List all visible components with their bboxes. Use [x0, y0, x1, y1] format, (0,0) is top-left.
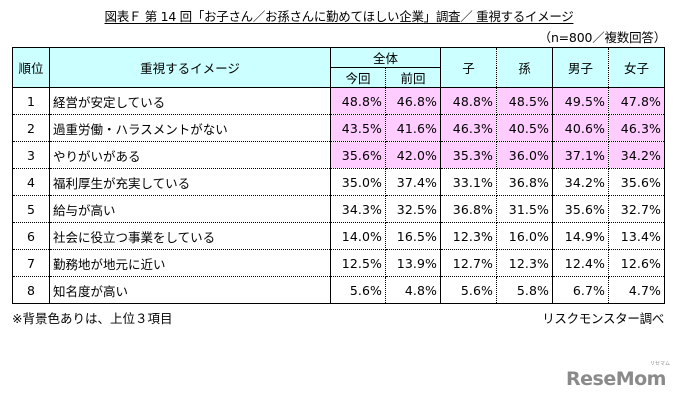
table-row: 4 福利厚生が充実している 35.0% 37.4% 33.1% 36.8% 34.2% 35.…: [12, 168, 665, 196]
rank-cell: 6: [12, 222, 50, 250]
value-grandchild: 12.3%: [496, 249, 553, 277]
rank-cell: 1: [12, 87, 50, 115]
value-male: 35.6%: [552, 195, 609, 223]
table-row: 2 過重労働・ハラスメントがない 43.5% 41.6% 46.3% 40.5% 40.6%…: [12, 114, 665, 142]
image-label: 社会に役立つ事業をしている: [49, 222, 331, 250]
sample-note: （n=800／複数回答）: [538, 30, 667, 45]
image-label: 経営が安定している: [49, 87, 331, 115]
header-overall: 全体: [330, 47, 441, 68]
image-label: 福利厚生が充実している: [49, 168, 331, 196]
table-row: 8 知名度が高い 5.6% 4.8% 5.6% 5.8% 6.7% 4.7%: [12, 276, 665, 304]
header-previous: 前回: [385, 67, 441, 88]
rank-cell: 4: [12, 168, 50, 196]
value-grandchild: 16.0%: [496, 222, 553, 250]
value-female: 34.2%: [608, 141, 665, 169]
header-female: 女子: [608, 47, 665, 88]
value-child: 5.6%: [440, 276, 497, 304]
value-female: 4.7%: [608, 276, 665, 304]
table-row: 5 給与が高い 34.3% 32.5% 36.8% 31.5% 35.6% 32.7%: [12, 195, 665, 223]
value-male: 37.1%: [552, 141, 609, 169]
value-grandchild: 36.8%: [496, 168, 553, 196]
value-previous: 46.8%: [385, 87, 441, 115]
value-female: 12.6%: [608, 249, 665, 277]
image-label: やりがいがある: [49, 141, 331, 169]
value-previous: 4.8%: [385, 276, 441, 304]
header-image: 重視するイメージ: [49, 47, 331, 88]
table-row: 3 やりがいがある 35.6% 42.0% 35.3% 36.0% 37.1% 34.2%: [12, 141, 665, 169]
header-child: 子: [440, 47, 497, 88]
value-female: 35.6%: [608, 168, 665, 196]
value-child: 46.3%: [440, 114, 497, 142]
table-row: 6 社会に役立つ事業をしている 14.0% 16.5% 12.3% 16.0% 14.9% 1…: [12, 222, 665, 250]
value-male: 14.9%: [552, 222, 609, 250]
image-label: 知名度が高い: [49, 276, 331, 304]
rank-cell: 5: [12, 195, 50, 223]
logo-tagline: リセマム: [649, 361, 670, 367]
value-previous: 32.5%: [385, 195, 441, 223]
resemom-logo: ReseMom リセマム: [566, 361, 670, 390]
value-male: 12.4%: [552, 249, 609, 277]
value-child: 48.8%: [440, 87, 497, 115]
value-female: 47.8%: [608, 87, 665, 115]
image-label: 過重労働・ハラスメントがない: [49, 114, 331, 142]
table-title: 図表Ｆ 第 14 回「お子さん／お孫さんに勤めてほしい企業」調査／ 重視するイメ…: [0, 6, 678, 25]
value-current: 34.3%: [330, 195, 386, 223]
logo-text: ReseMom: [566, 368, 666, 390]
value-previous: 42.0%: [385, 141, 441, 169]
value-child: 12.7%: [440, 249, 497, 277]
image-label: 給与が高い: [49, 195, 331, 223]
header-rank: 順位: [12, 47, 50, 88]
header-current: 今回: [330, 67, 386, 88]
value-female: 32.7%: [608, 195, 665, 223]
rank-cell: 2: [12, 114, 50, 142]
value-male: 34.2%: [552, 168, 609, 196]
value-male: 49.5%: [552, 87, 609, 115]
value-current: 35.6%: [330, 141, 386, 169]
footnote: ※背景色ありは、上位３項目: [12, 311, 173, 326]
rank-cell: 7: [12, 249, 50, 277]
value-current: 43.5%: [330, 114, 386, 142]
rank-cell: 8: [12, 276, 50, 304]
value-child: 35.3%: [440, 141, 497, 169]
value-male: 40.6%: [552, 114, 609, 142]
value-grandchild: 36.0%: [496, 141, 553, 169]
value-child: 33.1%: [440, 168, 497, 196]
value-grandchild: 40.5%: [496, 114, 553, 142]
value-female: 13.4%: [608, 222, 665, 250]
rank-cell: 3: [12, 141, 50, 169]
value-current: 5.6%: [330, 276, 386, 304]
value-grandchild: 48.5%: [496, 87, 553, 115]
image-label: 勤務地が地元に近い: [49, 249, 331, 277]
value-grandchild: 31.5%: [496, 195, 553, 223]
title-text: 図表Ｆ 第 14 回「お子さん／お孫さんに勤めてほしい企業」調査／ 重視するイメ…: [104, 9, 574, 24]
value-current: 14.0%: [330, 222, 386, 250]
value-female: 46.3%: [608, 114, 665, 142]
value-current: 12.5%: [330, 249, 386, 277]
value-previous: 16.5%: [385, 222, 441, 250]
header-male: 男子: [552, 47, 609, 88]
table-body: 1 経営が安定している 48.8% 46.8% 48.8% 48.5% 49.5% 47.8%…: [12, 87, 665, 304]
value-child: 36.8%: [440, 195, 497, 223]
value-current: 35.0%: [330, 168, 386, 196]
table-row: 1 経営が安定している 48.8% 46.8% 48.8% 48.5% 49.5% 47.8%: [12, 87, 665, 115]
value-previous: 41.6%: [385, 114, 441, 142]
value-male: 6.7%: [552, 276, 609, 304]
value-child: 12.3%: [440, 222, 497, 250]
source-credit: リスクモンスター調べ: [542, 311, 664, 326]
table-row: 7 勤務地が地元に近い 12.5% 13.9% 12.7% 12.3% 12.4% 12.6%: [12, 249, 665, 277]
value-current: 48.8%: [330, 87, 386, 115]
header-grandchild: 孫: [496, 47, 553, 88]
value-previous: 37.4%: [385, 168, 441, 196]
value-previous: 13.9%: [385, 249, 441, 277]
value-grandchild: 5.8%: [496, 276, 553, 304]
ranking-table: 順位 重視するイメージ 全体 子 孫 男子 女子 今回 前回 1 経営が安定してい…: [12, 47, 665, 304]
